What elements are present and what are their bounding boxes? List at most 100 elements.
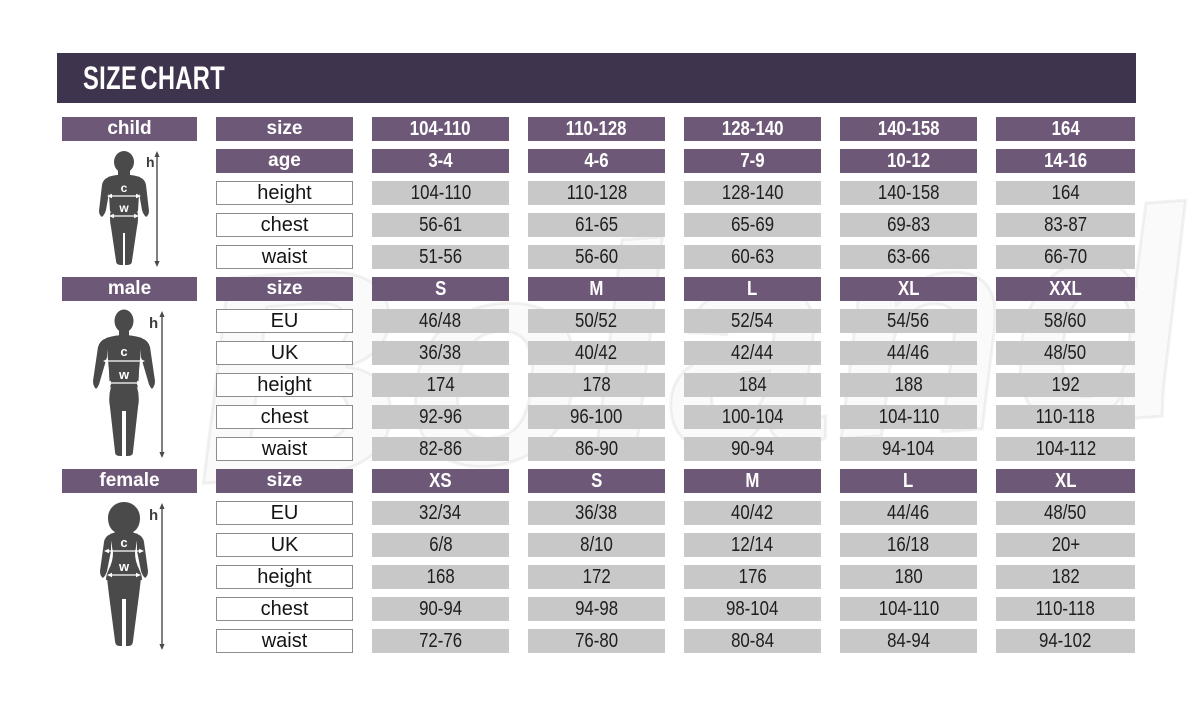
female-uk-value-0: 6/8 (372, 533, 509, 557)
female-height-value-2-text: 176 (738, 565, 767, 588)
male-uk-value-1: 40/42 (528, 341, 665, 365)
male-uk-value-2: 42/44 (684, 341, 821, 365)
male-height-value-2-text: 184 (738, 373, 767, 396)
height-annotation: h (146, 154, 155, 170)
male-chest-value-3: 104-110 (840, 405, 977, 429)
female-size-value-1: S (528, 469, 665, 493)
male-uk-value-2-text: 42/44 (731, 341, 774, 364)
male-eu-value-2: 52/54 (684, 309, 821, 333)
female-uk-value-1: 8/10 (528, 533, 665, 557)
female-uk-value-2: 12/14 (684, 533, 821, 557)
female-height-value-1: 172 (528, 565, 665, 589)
female-silhouette-icon: h c w (100, 502, 165, 650)
male-uk-value-3-text: 44/46 (887, 341, 930, 364)
child-row-label-waist-text: waist (261, 245, 308, 268)
male-row-label-uk-text: UK (270, 341, 299, 364)
female-row-label-height-text: height (257, 565, 312, 588)
male-waist-value-2-text: 90-94 (731, 437, 774, 460)
child-age-value-1-text: 4-6 (584, 149, 609, 172)
waist-annotation: w (118, 559, 130, 574)
male-chest-value-1: 96-100 (528, 405, 665, 429)
size-chart-grid: child h c w size 104-110 110-128 128-140 140… (62, 117, 1135, 653)
child-height-value-3: 140-158 (840, 181, 977, 205)
male-uk-value-3: 44/46 (840, 341, 977, 365)
child-age-value-0: 3-4 (372, 149, 509, 173)
female-waist-value-3: 84-94 (840, 629, 977, 653)
female-figure: h c w (62, 501, 197, 653)
female-chest-value-4: 110-118 (996, 597, 1135, 621)
chest-annotation: c (120, 344, 127, 359)
child-waist-value-2-text: 60-63 (731, 245, 774, 268)
male-chest-value-0-text: 92-96 (419, 405, 462, 428)
female-row-label-eu-text: EU (270, 501, 299, 524)
female-eu-value-4-text: 48/50 (1044, 501, 1087, 524)
child-height-value-2-text: 128-140 (721, 181, 784, 204)
female-size-value-4: XL (996, 469, 1135, 493)
male-row-label-size-text: size (266, 278, 303, 299)
child-silhouette-icon: h c w (99, 151, 160, 267)
male-row-label-eu-text: EU (270, 309, 299, 332)
male-waist-value-1: 86-90 (528, 437, 665, 461)
male-size-value-4-text: XXL (1049, 277, 1082, 300)
female-eu-value-1: 36/38 (528, 501, 665, 525)
male-height-value-1-text: 178 (582, 373, 611, 396)
child-age-value-4: 14-16 (996, 149, 1135, 173)
child-height-value-1: 110-128 (528, 181, 665, 205)
child-chest-value-0-text: 56-61 (419, 213, 462, 236)
child-age-value-4-text: 14-16 (1044, 149, 1087, 172)
male-size-value-0-text: S (434, 277, 447, 300)
male-row-label-height: height (216, 373, 353, 397)
male-chest-value-4: 110-118 (996, 405, 1135, 429)
child-chest-value-4-text: 83-87 (1044, 213, 1087, 236)
male-size-value-4: XXL (996, 277, 1135, 301)
female-eu-value-2-text: 40/42 (731, 501, 774, 524)
child-size-value-1: 110-128 (528, 117, 665, 141)
male-uk-value-0: 36/38 (372, 341, 509, 365)
section-label-male-text: male (107, 278, 152, 299)
child-chest-value-2: 65-69 (684, 213, 821, 237)
female-waist-value-4: 94-102 (996, 629, 1135, 653)
male-height-value-0: 174 (372, 373, 509, 397)
female-uk-value-0-text: 6/8 (428, 533, 453, 556)
male-uk-value-0-text: 36/38 (419, 341, 462, 364)
male-height-value-4-text: 192 (1051, 373, 1080, 396)
female-height-value-4: 182 (996, 565, 1135, 589)
child-size-value-2: 128-140 (684, 117, 821, 141)
female-waist-value-0-text: 72-76 (419, 629, 462, 652)
female-eu-value-0-text: 32/34 (419, 501, 462, 524)
child-size-value-4-text: 164 (1051, 117, 1080, 140)
male-row-label-height-text: height (257, 373, 312, 396)
female-eu-value-0: 32/34 (372, 501, 509, 525)
child-waist-value-2: 60-63 (684, 245, 821, 269)
child-chest-value-0: 56-61 (372, 213, 509, 237)
female-chest-value-1-text: 94-98 (575, 597, 618, 620)
male-row-label-chest-text: chest (260, 405, 309, 428)
child-age-value-2: 7-9 (684, 149, 821, 173)
male-uk-value-4: 48/50 (996, 341, 1135, 365)
male-eu-value-4-text: 58/60 (1044, 309, 1087, 332)
child-chest-value-1-text: 61-65 (575, 213, 618, 236)
male-size-value-2-text: L (747, 277, 758, 300)
height-annotation: h (149, 507, 158, 524)
female-size-value-4-text: XL (1054, 469, 1077, 492)
child-height-value-4-text: 164 (1051, 181, 1080, 204)
section-label-female: female (62, 469, 197, 493)
female-waist-value-1: 76-80 (528, 629, 665, 653)
female-uk-value-1-text: 8/10 (580, 533, 613, 556)
child-size-value-2-text: 128-140 (721, 117, 784, 140)
female-uk-value-4-text: 20+ (1051, 533, 1080, 556)
male-figure: h c w (62, 309, 197, 461)
child-waist-value-0-text: 51-56 (419, 245, 462, 268)
child-waist-value-3-text: 63-66 (887, 245, 930, 268)
child-size-value-3-text: 140-158 (877, 117, 940, 140)
female-waist-value-0: 72-76 (372, 629, 509, 653)
female-size-value-0: XS (372, 469, 509, 493)
female-chest-value-3: 104-110 (840, 597, 977, 621)
male-height-value-1: 178 (528, 373, 665, 397)
female-chest-value-0: 90-94 (372, 597, 509, 621)
female-size-value-1-text: S (590, 469, 603, 492)
female-row-label-waist-text: waist (261, 629, 308, 652)
female-height-value-2: 176 (684, 565, 821, 589)
child-height-value-4: 164 (996, 181, 1135, 205)
male-chest-value-0: 92-96 (372, 405, 509, 429)
